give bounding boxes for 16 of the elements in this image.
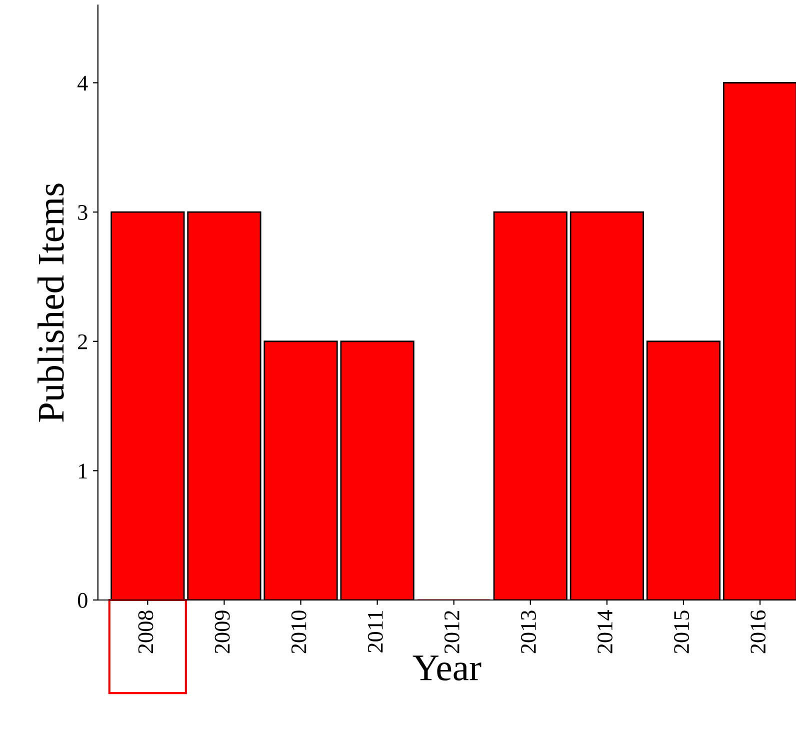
y-axis-title: Published Items [38, 184, 64, 422]
y-tick-label: 3 [78, 205, 88, 220]
x-tick-label: 2016 [750, 610, 766, 654]
x-tick-label: 2009 [214, 610, 230, 654]
x-tick-label: 2014 [598, 610, 612, 654]
x-tick-label: 2012 [444, 610, 460, 654]
x-tick-label: 2015 [674, 610, 690, 654]
y-tick-label: 0 [78, 592, 88, 608]
y-tick-label: 1 [79, 464, 87, 478]
x-tick-label: 2010 [291, 610, 306, 654]
x-tick-label: 2011 [368, 611, 383, 652]
y-tick-label: 2 [78, 334, 87, 350]
x-axis-title: Year [412, 656, 482, 681]
y-tick-label: 4 [78, 76, 88, 90]
x-tick-label: 2008 [138, 610, 154, 654]
x-tick-label: 2013 [520, 610, 536, 654]
